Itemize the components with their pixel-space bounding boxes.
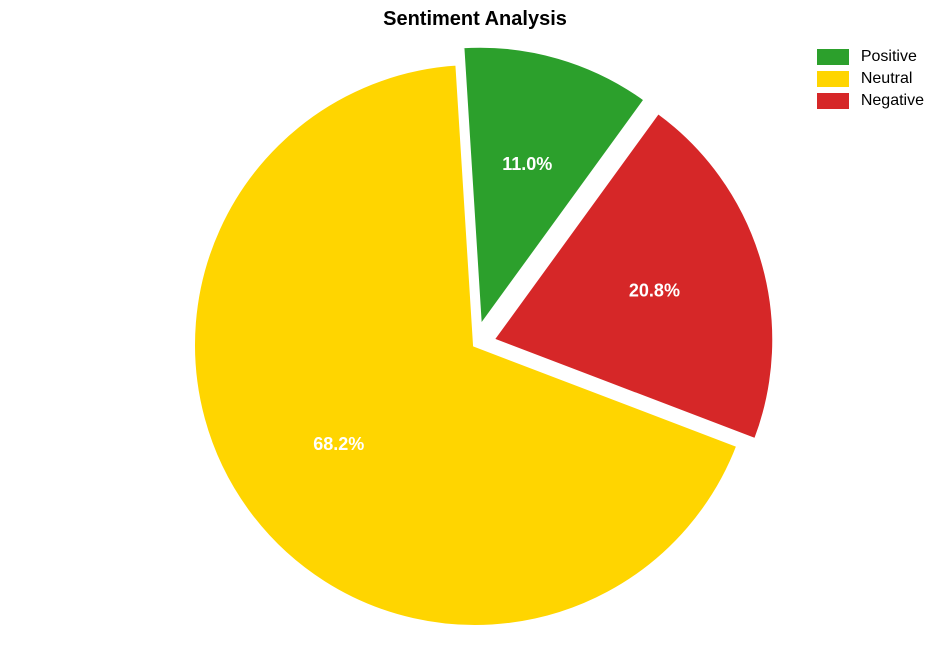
- legend-label: Negative: [861, 92, 924, 110]
- pie-slice-label: 20.8%: [629, 280, 680, 300]
- legend-label: Positive: [861, 48, 917, 66]
- pie-slice-label: 68.2%: [313, 434, 364, 454]
- pie-chart: 11.0% 68.2% 20.8%: [0, 0, 950, 662]
- pie-slice-label: 11.0%: [502, 154, 552, 174]
- legend-item: Negative: [817, 92, 924, 110]
- legend-swatch-positive: [817, 49, 849, 65]
- legend-item: Positive: [817, 48, 924, 66]
- legend-item: Neutral: [817, 70, 924, 88]
- legend: Positive Neutral Negative: [817, 48, 924, 114]
- legend-swatch-negative: [817, 93, 849, 109]
- legend-label: Neutral: [861, 70, 913, 88]
- legend-swatch-neutral: [817, 71, 849, 87]
